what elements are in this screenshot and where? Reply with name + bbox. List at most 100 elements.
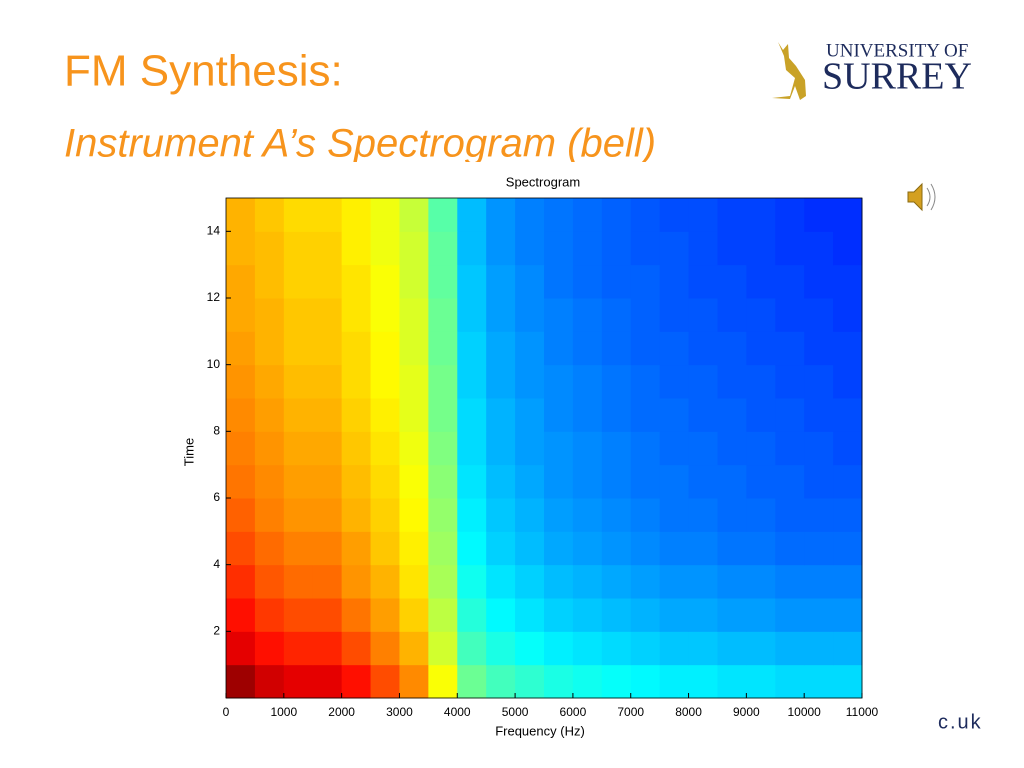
heatmap-cell [370, 398, 400, 432]
heatmap-cell [688, 498, 718, 532]
heatmap-cell [688, 631, 718, 666]
heatmap-cell [601, 564, 632, 599]
heatmap-cell [833, 364, 863, 399]
heatmap-cell [341, 498, 372, 532]
y-tick-label: 2 [213, 624, 220, 638]
heatmap-cell [515, 464, 545, 499]
heatmap-cell [630, 664, 661, 699]
heatmap-cell [283, 198, 314, 232]
heatmap-cell [804, 231, 834, 266]
heatmap-cell [544, 198, 574, 232]
heatmap-cell [804, 298, 834, 332]
heatmap-cell [746, 364, 776, 399]
heatmap-cell [572, 631, 603, 666]
heatmap-cell [746, 398, 776, 432]
heatmap-cell [283, 264, 314, 299]
heatmap-cell [486, 464, 516, 499]
heatmap-cell [428, 598, 458, 632]
heatmap-cell [659, 631, 690, 666]
heatmap-cell [746, 431, 776, 466]
heatmap-cell [341, 598, 372, 632]
heatmap-cell [312, 531, 343, 566]
heatmap-cell [601, 364, 632, 399]
heatmap-cell [283, 631, 314, 666]
heatmap-cell [428, 431, 458, 466]
heatmap-cell [833, 198, 863, 232]
y-tick-label: 12 [207, 290, 221, 304]
heatmap-cell [717, 531, 747, 566]
heatmap-cell [341, 231, 372, 266]
heatmap-cell [775, 364, 805, 399]
heatmap-cell [370, 298, 400, 332]
heatmap-cell [717, 631, 747, 666]
x-tick-label: 3000 [386, 705, 413, 719]
slide-subtitle: Instrument A’s Spectrogram (bell) [64, 122, 656, 166]
heatmap-cell [688, 264, 718, 299]
heatmap-cell [659, 331, 690, 366]
heatmap-cell [341, 531, 372, 566]
heatmap-cell [457, 398, 487, 432]
heatmap-cell [544, 364, 574, 399]
heatmap-cell [717, 231, 747, 266]
heatmap-cell [283, 331, 314, 366]
heatmap-cell [457, 298, 487, 332]
heatmap-cell [746, 231, 776, 266]
heatmap-cell [717, 298, 747, 332]
heatmap-cell [370, 231, 400, 266]
heatmap-cell [312, 264, 343, 299]
heatmap-cell [659, 531, 690, 566]
heatmap-cell [399, 331, 429, 366]
heatmap-cell [804, 198, 834, 232]
heatmap-cell [254, 531, 285, 566]
heatmap-cell [630, 231, 661, 266]
heatmap-cell [515, 531, 545, 566]
heatmap-cell [717, 598, 747, 632]
heatmap-cell [428, 364, 458, 399]
heatmap-cell [254, 631, 285, 666]
heatmap-cell [486, 498, 516, 532]
heatmap-cell [428, 298, 458, 332]
heatmap-cell [370, 598, 400, 632]
heatmap-cell [804, 664, 834, 699]
heatmap-cell [370, 531, 400, 566]
heatmap-cell [457, 564, 487, 599]
y-tick-label: 10 [207, 357, 221, 371]
heatmap-cell [399, 464, 429, 499]
heatmap-cell [254, 364, 285, 399]
heatmap-cell [486, 264, 516, 299]
heatmap-cell [370, 331, 400, 366]
heatmap-cell [226, 598, 256, 632]
heatmap-cell [428, 564, 458, 599]
heatmap-cell [399, 198, 429, 232]
heatmap-cell [630, 364, 661, 399]
heatmap-cell [370, 264, 400, 299]
heatmap-cell [572, 664, 603, 699]
heatmap-cell [254, 664, 285, 699]
heatmap-cell [457, 464, 487, 499]
heatmap-cell [254, 564, 285, 599]
heatmap-cell [688, 364, 718, 399]
heatmap-cell [370, 631, 400, 666]
heatmap-cell [515, 598, 545, 632]
heatmap-cell [659, 664, 690, 699]
heatmap-cell [370, 431, 400, 466]
speaker[interactable] [907, 182, 923, 212]
heatmap-cell [457, 264, 487, 299]
heatmap-cell [486, 331, 516, 366]
heatmap-cell [457, 531, 487, 566]
heatmap-cell [312, 498, 343, 532]
heatmap-cell [630, 531, 661, 566]
heatmap-cell [457, 498, 487, 532]
x-tick-label: 7000 [617, 705, 644, 719]
heatmap-cell [226, 264, 256, 299]
heatmap-cell [659, 564, 690, 599]
heatmap-cell [544, 664, 574, 699]
heatmap-cell [688, 598, 718, 632]
speaker-waves [926, 183, 936, 211]
heatmap-cell [544, 431, 574, 466]
heatmap-cell [775, 498, 805, 532]
y-tick-label: 6 [213, 490, 220, 504]
heatmap-cell [775, 431, 805, 466]
heatmap-cell [283, 364, 314, 399]
speaker-icon[interactable] [907, 182, 936, 212]
